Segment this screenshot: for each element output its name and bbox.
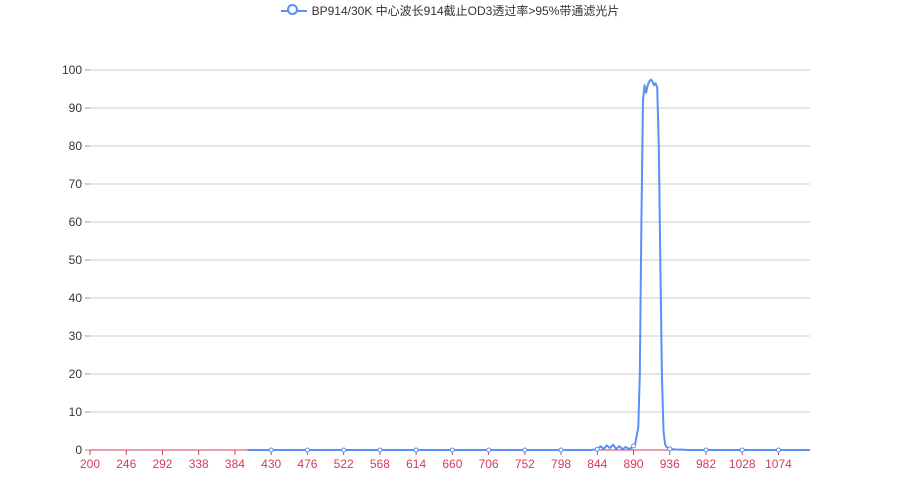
y-tick-label: 40 — [69, 291, 83, 305]
data-point-marker[interactable] — [413, 447, 419, 453]
data-point-marker[interactable] — [631, 443, 637, 449]
data-point-marker[interactable] — [739, 447, 745, 453]
legend-line-circle-icon — [280, 3, 307, 18]
y-tick-label: 10 — [69, 405, 83, 419]
data-point-marker[interactable] — [377, 447, 383, 453]
x-tick-label: 706 — [479, 457, 499, 471]
y-tick-label: 0 — [75, 443, 82, 457]
x-tick-label: 430 — [261, 457, 281, 471]
y-tick-label: 90 — [69, 101, 83, 115]
x-tick-label: 798 — [551, 457, 571, 471]
x-tick-label: 936 — [660, 457, 680, 471]
y-tick-label: 70 — [69, 177, 83, 191]
data-point-marker[interactable] — [449, 447, 455, 453]
data-point-marker[interactable] — [341, 447, 347, 453]
x-tick-label: 246 — [116, 457, 136, 471]
y-tick-label: 60 — [69, 215, 83, 229]
x-tick-label: 660 — [442, 457, 462, 471]
data-point-marker[interactable] — [304, 447, 310, 453]
series-line[interactable] — [247, 78, 811, 451]
x-tick-label: 200 — [80, 457, 100, 471]
y-tick-label: 30 — [69, 329, 83, 343]
y-tick-label: 100 — [62, 63, 82, 77]
y-tick-label: 50 — [69, 253, 83, 267]
y-tick-label: 80 — [69, 139, 83, 153]
x-tick-label: 338 — [189, 457, 209, 471]
y-tick-label: 20 — [69, 367, 83, 381]
x-tick-label: 568 — [370, 457, 390, 471]
x-tick-label: 384 — [225, 457, 245, 471]
data-point-marker[interactable] — [594, 446, 600, 452]
x-tick-label: 522 — [334, 457, 354, 471]
x-tick-label: 614 — [406, 457, 426, 471]
x-tick-label: 890 — [624, 457, 644, 471]
chart-legend[interactable]: BP914/30K 中心波长914截止OD3透过率>95%带通滤光片 — [0, 2, 900, 21]
x-tick-label: 1028 — [729, 457, 756, 471]
x-tick-label: 476 — [297, 457, 317, 471]
data-point-marker[interactable] — [522, 447, 528, 453]
data-point-marker[interactable] — [486, 447, 492, 453]
data-point-marker[interactable] — [558, 447, 564, 453]
data-point-marker[interactable] — [775, 447, 781, 453]
x-tick-label: 844 — [587, 457, 607, 471]
data-point-marker[interactable] — [268, 447, 274, 453]
data-point-marker[interactable] — [667, 446, 673, 452]
x-tick-label: 752 — [515, 457, 535, 471]
x-tick-label: 292 — [152, 457, 172, 471]
x-tick-label: 1074 — [765, 457, 792, 471]
legend-series-label: BP914/30K 中心波长914截止OD3透过率>95%带通滤光片 — [311, 4, 620, 18]
x-tick-label: 982 — [696, 457, 716, 471]
data-point-marker[interactable] — [703, 447, 709, 453]
